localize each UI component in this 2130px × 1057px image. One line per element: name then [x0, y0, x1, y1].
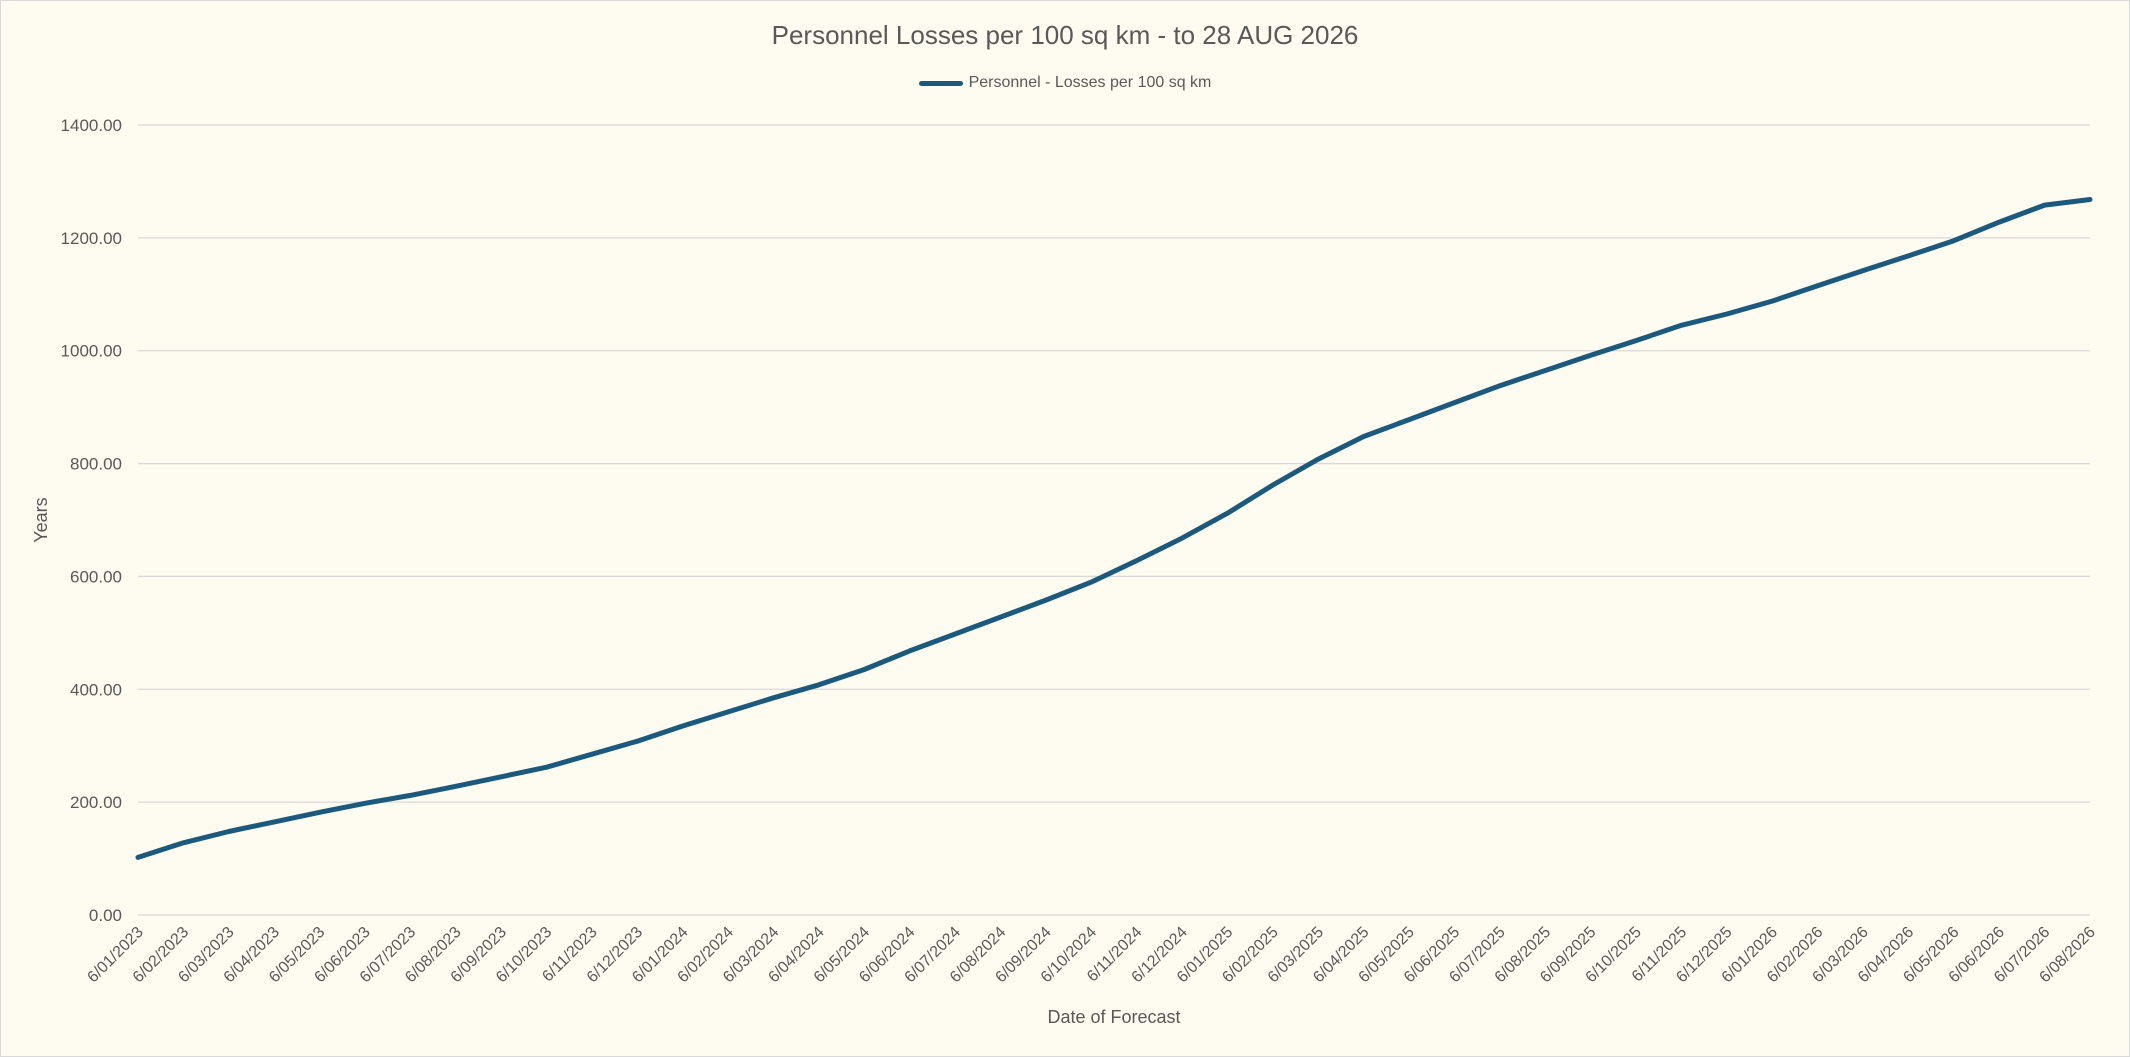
series-line [135, 197, 2093, 860]
y-tick-label: 400.00 [70, 680, 122, 699]
x-axis-ticks: 6/01/20236/02/20236/03/20236/04/20236/05… [84, 924, 2098, 986]
y-tick-label: 1200.00 [61, 229, 122, 248]
series-layer [135, 197, 2093, 860]
y-tick-label: 1000.00 [61, 342, 122, 361]
y-tick-label: 600.00 [70, 567, 122, 586]
legend-swatch [918, 80, 963, 86]
y-tick-label: 200.00 [70, 793, 122, 812]
y-tick-label: 1400.00 [61, 116, 122, 135]
legend-label: Personnel - Losses per 100 sq km [968, 74, 1212, 91]
y-axis-ticks: 0.00 200.00 400.00 600.00 800.00 1000.00 1200.… [61, 116, 122, 925]
y-axis-title: Years [31, 497, 51, 542]
gridlines [138, 124, 2090, 916]
x-axis-title: Date of Forecast [1047, 1007, 1180, 1027]
legend: Personnel - Losses per 100 sq km [0, 74, 2130, 92]
y-tick-label: 0.00 [89, 906, 122, 925]
chart-title: Personnel Losses per 100 sq km - to 28 A… [771, 20, 1359, 50]
y-tick-label: 800.00 [70, 455, 122, 474]
